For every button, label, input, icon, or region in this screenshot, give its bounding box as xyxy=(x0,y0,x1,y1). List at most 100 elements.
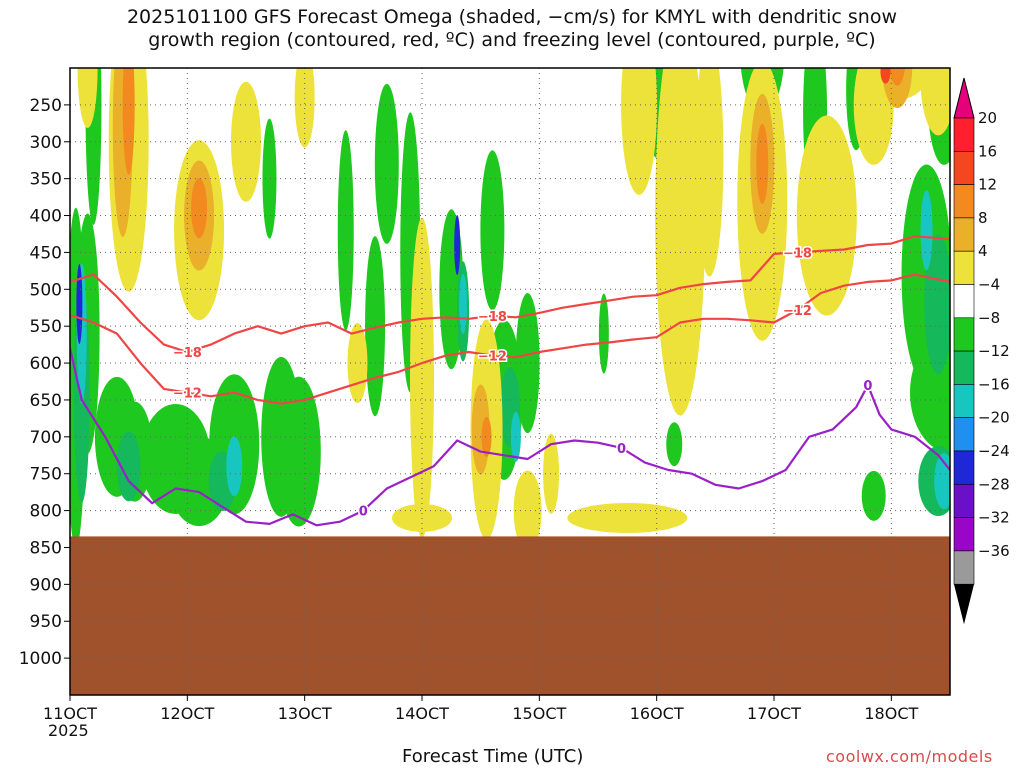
terrain-mask xyxy=(70,536,950,695)
y-tick-label-11: 800 xyxy=(30,502,62,522)
x-tick-label-2: 13OCT xyxy=(278,704,332,723)
x-tick-label-5: 16OCT xyxy=(630,704,684,723)
colorbar-swatch-8 xyxy=(953,384,975,418)
y-tick-label-3: 400 xyxy=(30,207,62,227)
contour-label-2-1: 0 xyxy=(617,442,626,457)
contour-label-0-2: −18 xyxy=(783,246,812,261)
colorbar-swatch-4 xyxy=(953,250,975,285)
y-tick-label-1: 300 xyxy=(30,133,62,153)
colorbar-label-7: −12 xyxy=(978,342,1010,360)
y-tick-label-4: 450 xyxy=(30,243,62,263)
contour-line-2 xyxy=(70,348,950,527)
omega-shade-yellow xyxy=(347,323,368,404)
chart-title-line-1: 2025101100 GFS Forecast Omega (shaded, −… xyxy=(126,6,898,28)
omega-shade-cyan xyxy=(934,453,950,510)
colorbar-label-2: 12 xyxy=(978,176,997,194)
contour-label-2-2: 0 xyxy=(863,379,872,394)
contour-label-0-0: −18 xyxy=(173,346,202,361)
omega-shade-green xyxy=(598,293,609,374)
colorbar-swatch-2 xyxy=(953,184,975,219)
omega-shade-yellow xyxy=(77,68,98,128)
colorbar-swatch-6 xyxy=(953,317,975,352)
contour-label-2-0: 0 xyxy=(359,505,368,520)
colorbar-swatch-13 xyxy=(953,550,975,585)
contour-line-1 xyxy=(70,273,950,405)
contour-label-1-1: −12 xyxy=(478,350,507,365)
source-credit: coolwx.com/models xyxy=(826,747,993,766)
y-tick-label-13: 900 xyxy=(30,575,62,595)
colorbar-swatch-12 xyxy=(953,517,975,552)
omega-shade-yellow xyxy=(621,68,658,195)
chart-title-line-2: growth region (contoured, red, ºC) and f… xyxy=(148,29,876,51)
contour-lines: −18 −18 −18 −12 −12 −12 0 0 0 xyxy=(70,235,950,527)
x-axis-year-label: 2025 xyxy=(48,721,89,740)
grid-lines xyxy=(70,68,950,695)
colorbar-swatch-7 xyxy=(953,350,975,385)
omega-shade-yellow xyxy=(513,470,542,551)
y-tick-label-8: 650 xyxy=(30,391,62,411)
colorbar-label-4: 4 xyxy=(978,242,988,260)
y-tick-label-9: 700 xyxy=(30,428,62,448)
omega-shade-green xyxy=(276,376,321,527)
colorbar-swatch-5 xyxy=(953,284,975,319)
colorbar-label-0: 20 xyxy=(978,109,997,127)
omega-shade-yellow xyxy=(567,502,688,533)
omega-shade-yellow xyxy=(655,68,706,416)
omega-shade-orange xyxy=(889,68,905,86)
omega-shade-yellow xyxy=(410,217,434,538)
contour-label-0-1: −18 xyxy=(478,310,507,325)
contour-label-1-2: −12 xyxy=(783,304,812,319)
y-tick-label-14: 950 xyxy=(30,612,62,632)
y-tick-label-10: 750 xyxy=(30,465,62,485)
x-tick-label-4: 15OCT xyxy=(512,704,566,723)
colorbar-label-1: 16 xyxy=(978,142,997,160)
omega-shade-orange xyxy=(122,68,135,175)
omega-shade-green xyxy=(666,422,683,467)
omega-shade-yellow xyxy=(796,115,857,316)
colorbar-label-5: −4 xyxy=(978,276,1000,294)
omega-shade-yellow xyxy=(695,68,724,277)
y-tick-label-5: 500 xyxy=(30,280,62,300)
colorbar-swatch-1 xyxy=(953,151,975,185)
colorbar-label-11: −28 xyxy=(978,475,1010,493)
colorbar-swatch-0 xyxy=(953,117,975,152)
omega-shade-blue xyxy=(454,215,461,276)
omega-shade-cyan xyxy=(459,274,468,335)
colorbar-swatch-11 xyxy=(953,483,975,518)
omega-shade-yellow xyxy=(294,68,315,148)
omega-shade-yellow xyxy=(392,503,452,532)
omega-shade-orange xyxy=(191,178,208,239)
omega-shade-cyan xyxy=(226,436,243,497)
contour-line-0 xyxy=(70,235,950,354)
y-tick-label-12: 850 xyxy=(30,538,62,558)
omega-shade-cyan xyxy=(920,190,933,271)
colorbar-label-13: −36 xyxy=(978,542,1010,560)
y-tick-label-0: 250 xyxy=(30,96,62,116)
x-tick-label-0: 11OCT xyxy=(43,704,97,723)
omega-shade-green xyxy=(515,293,540,434)
colorbar-label-8: −16 xyxy=(978,375,1010,393)
colorbar-label-3: 8 xyxy=(978,209,988,227)
colorbar-label-12: −32 xyxy=(978,509,1010,527)
x-tick-label-3: 14OCT xyxy=(395,704,449,723)
omega-shade-green xyxy=(262,118,277,239)
omega-shade-yellow xyxy=(543,433,560,514)
x-axis: 11OCT 12OCT 13OCT 14OCT 15OCT 16OCT 17OCT 18OCT xyxy=(43,695,919,723)
omega-shade-yellow xyxy=(853,68,894,165)
omega-shade-yellow xyxy=(920,68,950,136)
plot-frame xyxy=(69,67,951,696)
omega-shade-teal xyxy=(924,234,950,375)
y-tick-label-7: 600 xyxy=(30,354,62,374)
x-tick-label-1: 12OCT xyxy=(160,704,214,723)
y-tick-label-15: 1000 xyxy=(19,649,62,669)
omega-shade-green xyxy=(861,470,886,521)
colorbar-label-10: −24 xyxy=(978,442,1010,460)
omega-shade-green xyxy=(480,150,505,311)
x-axis-title: Forecast Time (UTC) xyxy=(402,746,584,767)
omega-shade-green xyxy=(337,130,354,331)
y-tick-label-2: 350 xyxy=(30,170,62,190)
colorbar-label-9: −20 xyxy=(978,409,1010,427)
y-axis: 250 300 350 400 450 500 550 600 650 700 750 800 850 9… xyxy=(19,96,70,669)
omega-shade-red xyxy=(880,68,891,84)
